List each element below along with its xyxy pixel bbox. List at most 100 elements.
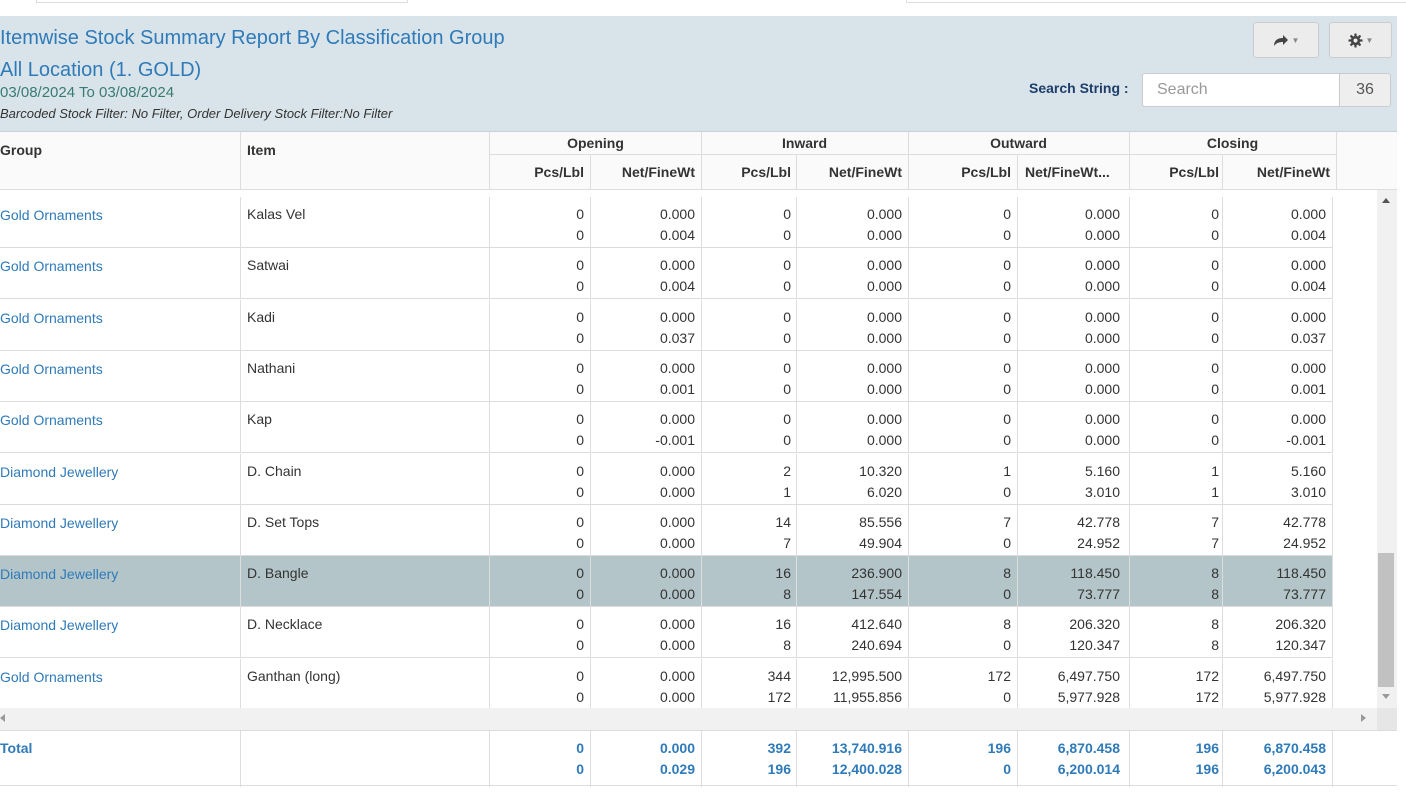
group-link[interactable]: Diamond Jewellery	[0, 566, 119, 582]
cell-inward-pcs-line2: 7	[783, 535, 791, 551]
cell-opening-wt-line1: 0.000	[659, 514, 695, 530]
cell-inward-wt-line2: 0.000	[866, 330, 902, 346]
cell-inward-pcs-line1: 344	[767, 668, 791, 684]
cell-outward-pcs-line1: 8	[1003, 616, 1011, 632]
cell-inward-pcs-line1: 2	[783, 463, 791, 479]
column-header-outward-wt[interactable]: Net/FineWt...	[1025, 164, 1110, 180]
group-link[interactable]: Gold Ornaments	[0, 258, 103, 274]
scrollbar-corner	[1377, 708, 1397, 730]
cell-outward-wt-line1: 0.000	[1084, 206, 1120, 222]
column-header-opening-pcs[interactable]: Pcs/Lbl	[534, 164, 584, 180]
date-range: 03/08/2024 To 03/08/2024	[0, 84, 175, 101]
total-label: Total	[0, 740, 33, 756]
cell-closing-pcs-line1: 0	[1211, 411, 1219, 427]
column-header-opening-wt[interactable]: Net/FineWt	[621, 164, 695, 180]
group-link[interactable]: Gold Ornaments	[0, 310, 103, 326]
cell-closing-wt-line2: 0.037	[1290, 330, 1326, 346]
table-row[interactable]: Gold Ornaments Kap 0 0 0.000 -0.001 0 0 0.000 0.0…	[0, 402, 1333, 453]
group-link[interactable]: Diamond Jewellery	[0, 515, 119, 531]
cell-opening-wt-line2: 0.000	[659, 484, 695, 500]
cell-inward-wt-line2: 0.000	[866, 432, 902, 448]
cell-closing-wt-line2: 0.004	[1290, 227, 1326, 243]
column-header-item[interactable]: Item	[247, 142, 276, 158]
group-link[interactable]: Gold Ornaments	[0, 412, 103, 428]
search-input[interactable]	[1142, 73, 1340, 107]
scroll-down-icon[interactable]	[1382, 694, 1390, 699]
settings-button[interactable]: ▼	[1329, 22, 1392, 58]
scroll-left-icon[interactable]	[0, 714, 5, 722]
tab-left[interactable]	[36, 0, 408, 3]
cell-inward-wt-line1: 0.000	[866, 360, 902, 376]
group-link[interactable]: Gold Ornaments	[0, 669, 103, 685]
share-button[interactable]: ▼	[1253, 22, 1319, 58]
share-icon	[1273, 34, 1288, 46]
group-link[interactable]: Diamond Jewellery	[0, 617, 119, 633]
cell-outward-pcs-line2: 0	[1003, 227, 1011, 243]
cell-outward-pcs-line1: 0	[1003, 257, 1011, 273]
table-row[interactable]: Diamond Jewellery D. Bangle 0 0 0.000 0.000 16…	[0, 556, 1333, 607]
cell-opening-pcs-line1: 0	[576, 309, 584, 325]
column-header-closing-pcs[interactable]: Pcs/Lbl	[1169, 164, 1219, 180]
vertical-scrollbar[interactable]	[1377, 190, 1397, 708]
table-row[interactable]: Gold Ornaments Kalas Vel 0 0 0.000 0.004 0 0 0.0…	[0, 197, 1333, 248]
cell-opening-pcs-line1: 0	[576, 514, 584, 530]
table-row[interactable]: Diamond Jewellery D. Set Tops 0 0 0.000 0.000…	[0, 505, 1333, 556]
cell-inward-pcs-line2: 8	[783, 586, 791, 602]
table-row[interactable]: Gold Ornaments Satwai 0 0 0.000 0.004 0 0 0.000 0…	[0, 248, 1333, 299]
horizontal-scrollbar[interactable]	[0, 708, 1377, 730]
table-row[interactable]: Diamond Jewellery D. Necklace 0 0 0.000 0.000…	[0, 607, 1333, 658]
cell-closing-pcs-total-line2: 196	[1195, 761, 1219, 777]
cell-closing-pcs-line2: 0	[1211, 330, 1219, 346]
column-header-group[interactable]: Group	[0, 142, 42, 158]
cell-closing-pcs-line1: 0	[1211, 257, 1219, 273]
cell-opening-wt-line1: 0.000	[659, 360, 695, 376]
cell-closing-wt-line2: 0.004	[1290, 278, 1326, 294]
group-link[interactable]: Gold Ornaments	[0, 207, 103, 223]
column-header-outward-pcs[interactable]: Pcs/Lbl	[961, 164, 1011, 180]
chevron-down-icon: ▼	[1291, 35, 1300, 45]
table-row[interactable]: Diamond Jewellery D. Chain 0 0 0.000 0.000 2 1 1…	[0, 454, 1333, 505]
cell-inward-wt-line2: 0.000	[866, 278, 902, 294]
cell-outward-wt-line2: 73.777	[1077, 586, 1120, 602]
cell-closing-wt-line1: 0.000	[1290, 411, 1326, 427]
cell-closing-pcs-line2: 1	[1211, 484, 1219, 500]
item-name: Ganthan (long)	[247, 668, 341, 684]
cell-inward-wt-line1: 412.640	[851, 616, 902, 632]
search-count-badge: 36	[1339, 73, 1391, 107]
column-header-closing-wt[interactable]: Net/FineWt	[1256, 164, 1330, 180]
cell-closing-pcs-line2: 8	[1211, 637, 1219, 653]
cell-closing-wt-line2: 3.010	[1290, 484, 1326, 500]
item-name: D. Bangle	[247, 565, 309, 581]
group-link[interactable]: Diamond Jewellery	[0, 464, 119, 480]
table-footer-total: Total 0 0 0.000 0.029 392 196 13,740.916 12,400…	[0, 730, 1397, 787]
cell-outward-pcs-line1: 0	[1003, 360, 1011, 376]
table-row[interactable]: Gold Ornaments Ganthan (long) 0 0 0.000 0.000…	[0, 659, 1333, 708]
table-header: Group Item Opening Inward Outward Closin…	[0, 132, 1397, 190]
group-link[interactable]: Gold Ornaments	[0, 361, 103, 377]
cell-closing-wt-line1: 118.450	[1276, 565, 1326, 581]
scroll-right-icon[interactable]	[1361, 714, 1366, 722]
column-header-inward-wt[interactable]: Net/FineWt	[828, 164, 902, 180]
cell-inward-wt-line1: 236.900	[851, 565, 902, 581]
scroll-up-icon[interactable]	[1382, 198, 1390, 203]
item-name: D. Necklace	[247, 616, 323, 632]
cell-inward-wt-line2: 49.904	[859, 535, 902, 551]
scrollbar-thumb[interactable]	[1378, 553, 1394, 687]
cell-opening-wt-line1: 0.000	[659, 463, 695, 479]
cell-inward-pcs-line2: 0	[783, 330, 791, 346]
cell-outward-wt-line2: 24.952	[1077, 535, 1120, 551]
cell-outward-pcs-line2: 0	[1003, 381, 1011, 397]
cell-opening-pcs-line2: 0	[576, 381, 584, 397]
tab-right[interactable]	[906, 0, 1406, 3]
table-row[interactable]: Gold Ornaments Kadi 0 0 0.000 0.037 0 0 0.000 0.0…	[0, 300, 1333, 351]
cell-inward-pcs-line2: 0	[783, 381, 791, 397]
cell-outward-wt-line2: 0.000	[1084, 227, 1120, 243]
table-row[interactable]: Gold Ornaments Nathani 0 0 0.000 0.001 0 0 0.000…	[0, 351, 1333, 402]
cell-closing-pcs-line2: 0	[1211, 227, 1219, 243]
cell-opening-wt-line1: 0.000	[659, 565, 695, 581]
cell-closing-wt-line2: 0.001	[1290, 381, 1326, 397]
column-header-inward-pcs[interactable]: Pcs/Lbl	[741, 164, 791, 180]
column-header-outward: Outward	[990, 135, 1047, 151]
cell-inward-pcs-line2: 0	[783, 432, 791, 448]
filter-summary: Barcoded Stock Filter: No Filter, Order …	[0, 106, 393, 121]
